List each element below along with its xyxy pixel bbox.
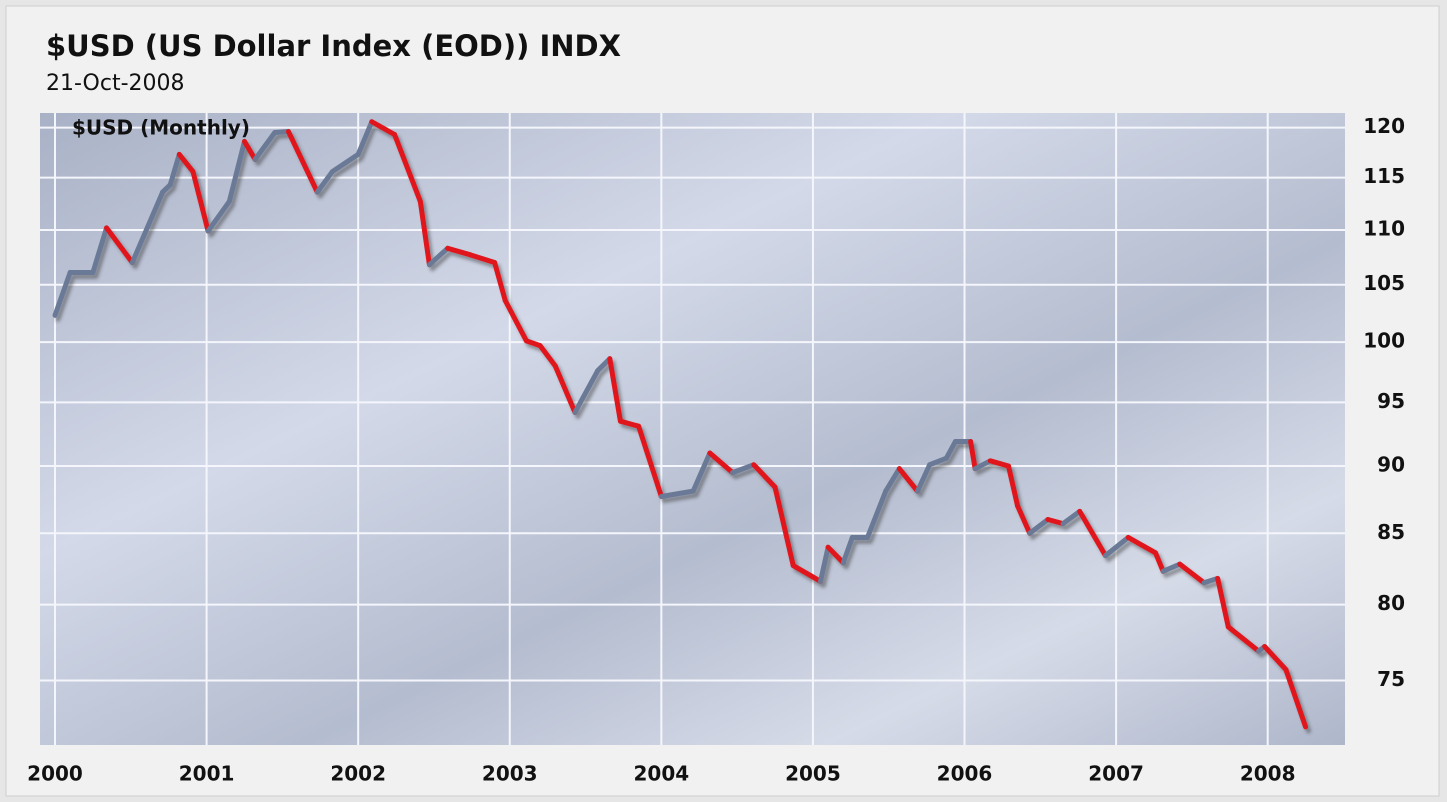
line-segment	[1153, 550, 1166, 574]
line-segment	[355, 119, 375, 157]
line-segment	[285, 129, 320, 195]
grid	[40, 113, 1345, 745]
x-tick-label: 2005	[785, 762, 841, 786]
line-segment	[167, 151, 182, 188]
line-segment	[205, 198, 232, 234]
line-segment	[987, 458, 1011, 469]
line-segment	[226, 138, 247, 204]
x-tick-label: 2006	[937, 762, 993, 786]
line-series	[52, 119, 1309, 730]
y-tick-label: 80	[1377, 591, 1405, 615]
line-segment	[825, 544, 846, 566]
line-segment	[1045, 517, 1066, 527]
line-segment	[1015, 503, 1033, 536]
y-tick-label: 85	[1377, 520, 1405, 544]
y-tick-label: 95	[1377, 389, 1405, 413]
line-segment	[790, 563, 824, 584]
plot-area	[40, 113, 1345, 745]
chart-title: $USD (US Dollar Index (EOD)) INDX	[46, 29, 621, 63]
y-tick-label: 115	[1363, 164, 1405, 188]
line-segment	[1005, 463, 1021, 509]
line-segment	[52, 269, 73, 318]
line-segment	[369, 119, 398, 137]
line-segment	[445, 245, 473, 258]
line-segment	[426, 245, 451, 268]
line-segment	[1262, 644, 1289, 673]
y-tick-label: 100	[1363, 329, 1405, 353]
line-segment	[1027, 517, 1051, 536]
line-segment	[607, 356, 623, 424]
line-segment	[617, 418, 642, 429]
y-tick-label: 120	[1363, 114, 1405, 138]
line-segment	[772, 484, 796, 569]
x-tick-label: 2001	[179, 762, 235, 786]
line-segment	[972, 458, 993, 472]
line-segment	[252, 130, 278, 162]
line-segment	[104, 225, 135, 266]
line-segment	[572, 368, 601, 415]
line-segment	[730, 462, 757, 476]
x-tick-label: 2007	[1088, 762, 1144, 786]
line-segment	[1177, 561, 1207, 586]
annotation: $USD (Monthly)	[72, 116, 250, 140]
line-segment	[883, 466, 902, 494]
line-segment	[690, 450, 713, 494]
line-segment	[1225, 624, 1262, 654]
line-segment	[417, 198, 432, 268]
line-segment	[636, 423, 664, 499]
line-segment	[840, 534, 855, 566]
x-tick-label: 2004	[634, 762, 690, 786]
line-segment	[1102, 534, 1131, 559]
x-tick-label: 2008	[1240, 762, 1296, 786]
line-segment	[927, 455, 949, 468]
line-segment	[707, 450, 736, 476]
line-segment	[865, 488, 889, 540]
line-segment	[968, 438, 978, 472]
line-segment	[818, 544, 831, 584]
x-tick-label: 2002	[330, 762, 386, 786]
line-segment	[658, 488, 696, 499]
line-segment	[492, 260, 508, 303]
line-segment	[176, 151, 196, 175]
line-segment	[552, 363, 578, 415]
line-segment	[1060, 508, 1083, 527]
line-segment	[241, 138, 258, 162]
y-tick-label: 90	[1377, 453, 1405, 477]
line-segment	[329, 151, 361, 175]
y-tick-label: 110	[1363, 216, 1405, 240]
line-segment	[537, 343, 558, 369]
line-segment	[392, 131, 423, 204]
line-segment	[129, 189, 166, 266]
line-segment	[1283, 667, 1309, 730]
line-segment	[502, 297, 529, 344]
line-segment	[467, 252, 498, 266]
line-segment	[314, 169, 335, 195]
chart-subtitle: 21-Oct-2008	[46, 71, 185, 96]
line-segment	[896, 466, 921, 494]
line-segment	[1125, 534, 1159, 556]
line-segment	[90, 225, 110, 275]
line-segment	[1215, 575, 1231, 630]
line-segment	[915, 462, 933, 494]
x-tick-label: 2003	[482, 762, 538, 786]
line-segment	[751, 462, 778, 490]
line-segment	[943, 438, 958, 461]
line-segment	[1160, 561, 1183, 574]
line-segment	[1077, 508, 1108, 559]
y-tick-label: 75	[1377, 667, 1405, 691]
line-segment	[190, 169, 211, 234]
y-tick-label: 105	[1363, 271, 1405, 295]
x-tick-label: 2000	[27, 762, 83, 786]
